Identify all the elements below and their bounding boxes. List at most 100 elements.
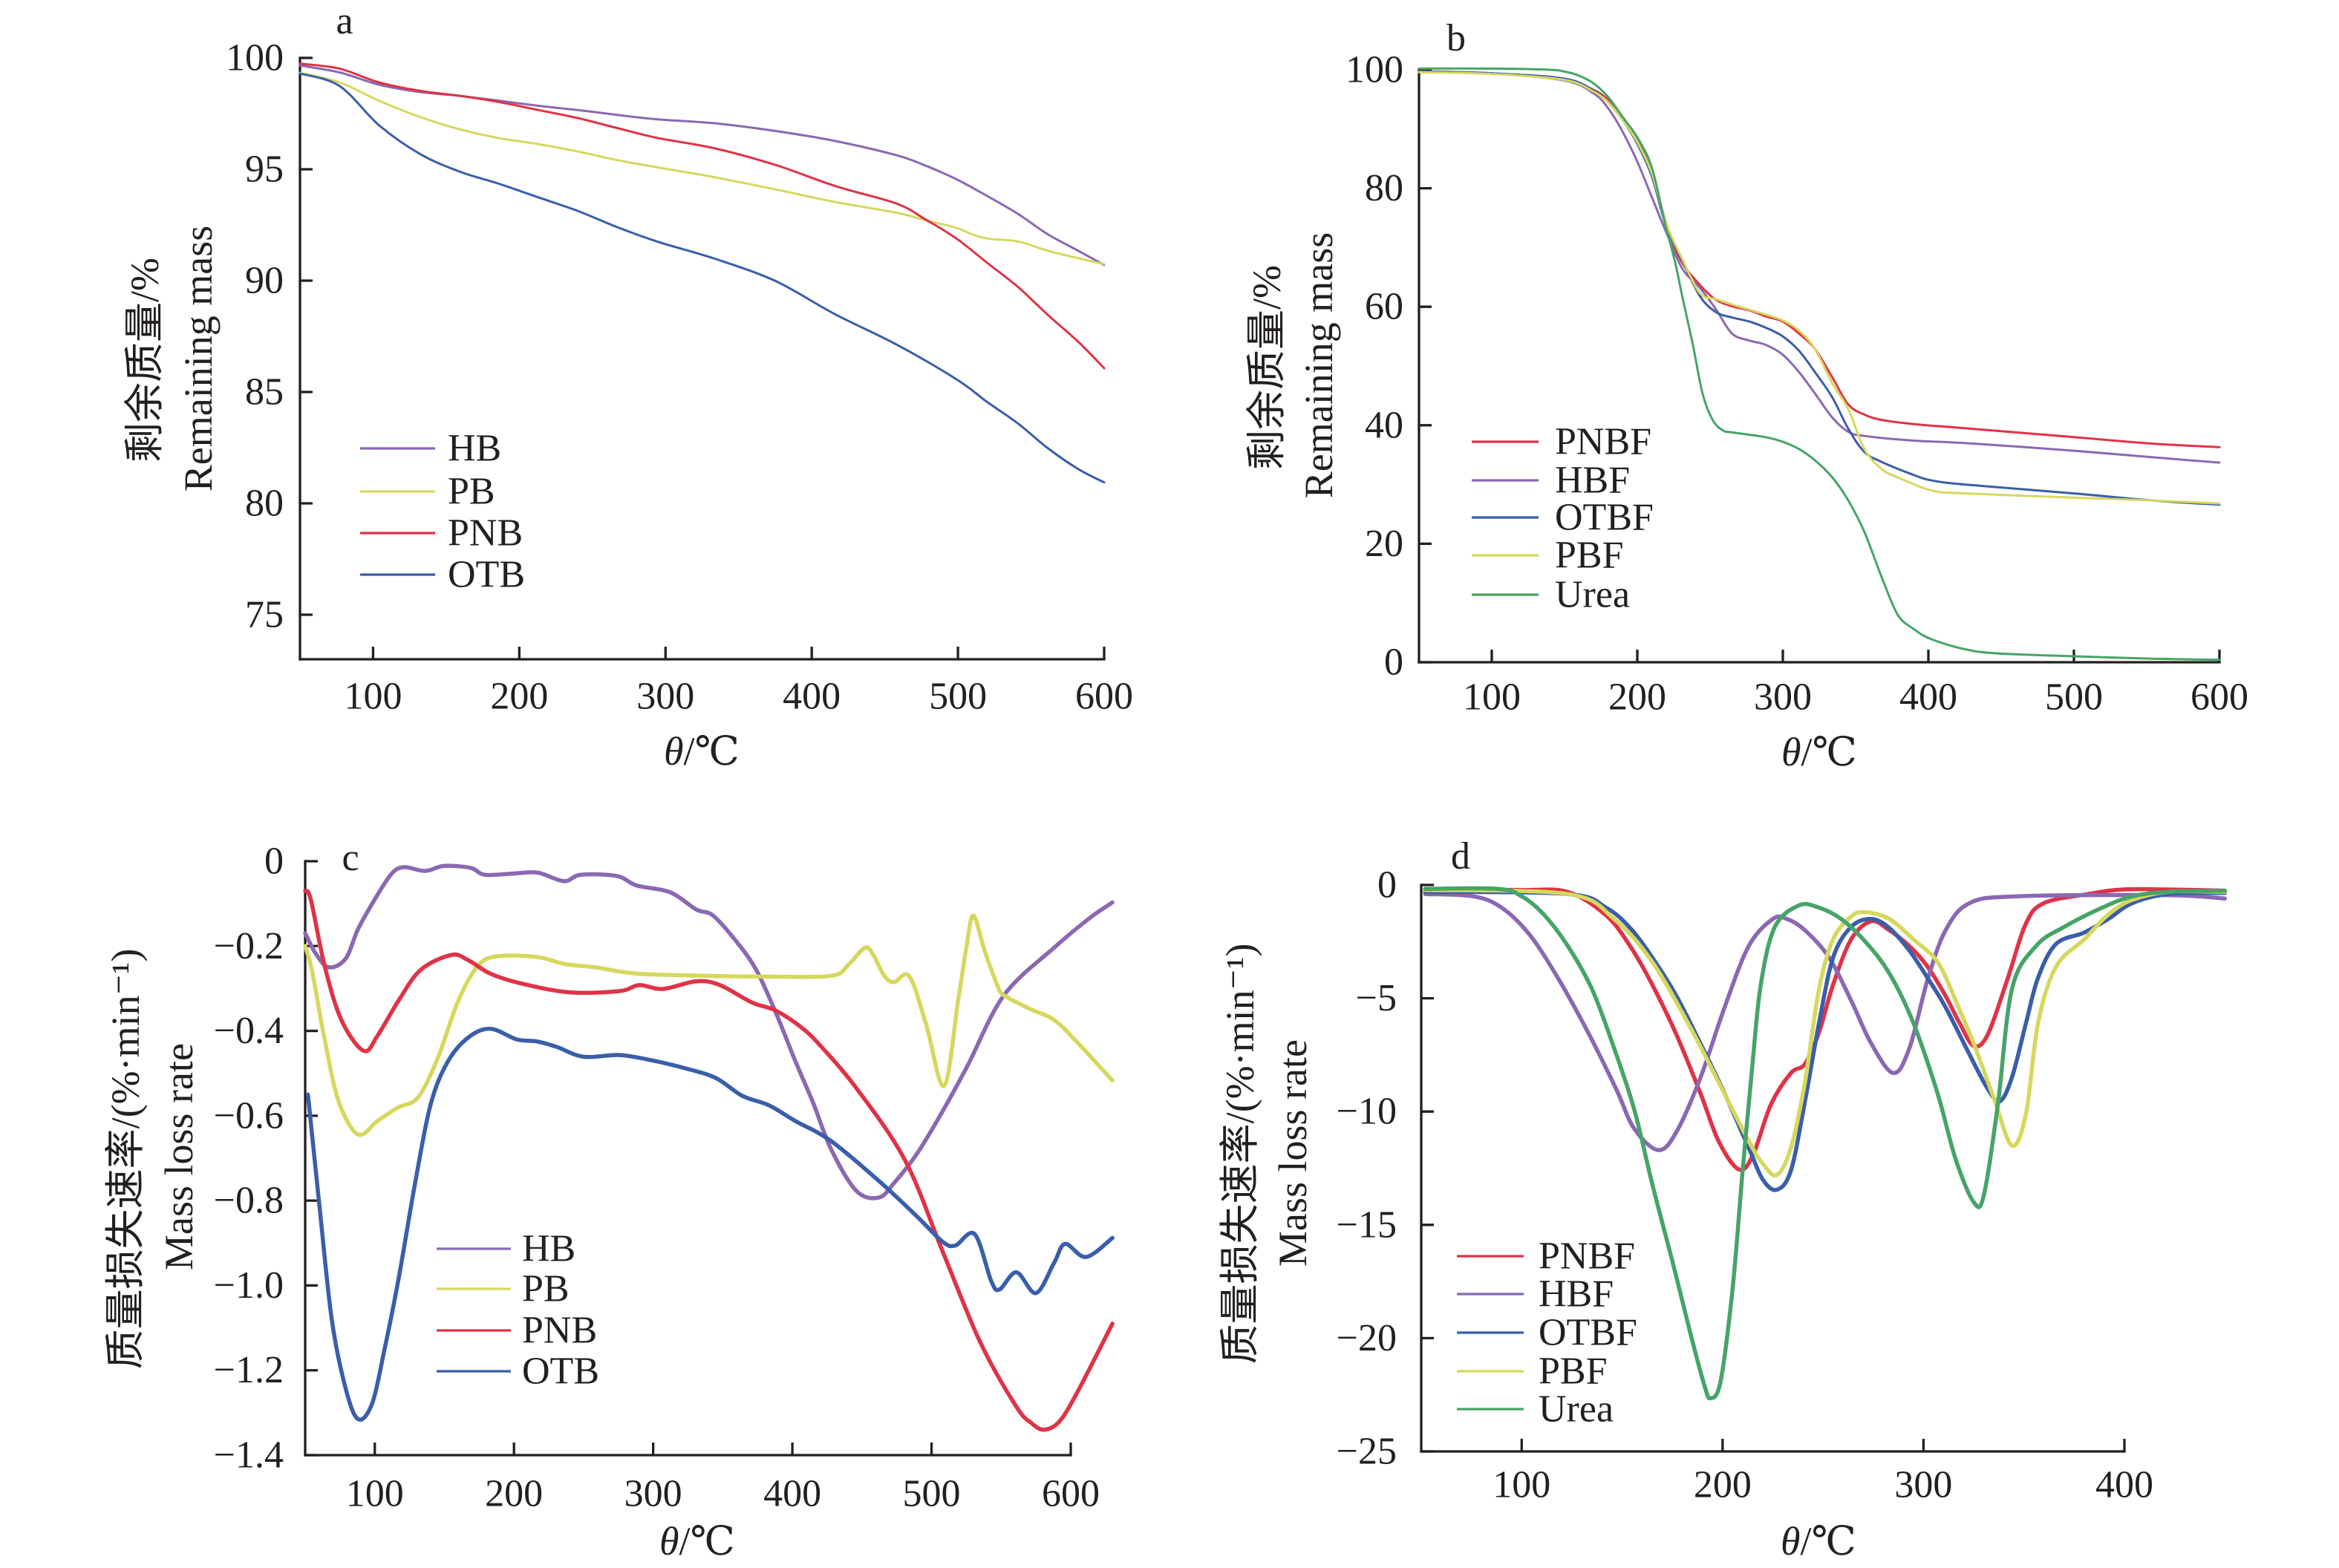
y-tick-label: 20 — [1365, 523, 1403, 565]
axes: 0 −5 −10 −15 −20 −25 100 200 300 400 — [1337, 864, 2153, 1506]
legend-item-urea: Urea — [1457, 1388, 1614, 1431]
series-lines — [1423, 886, 2228, 1401]
x-tick-label: 600 — [2190, 676, 2248, 719]
legend-label: PNBF — [1555, 421, 1651, 463]
series-line-urea — [1418, 67, 2221, 662]
legend-item-pnb: PNB — [437, 1310, 597, 1352]
y-tick-label: −1.0 — [214, 1264, 284, 1307]
y-tick-label: 0 — [264, 840, 284, 883]
axes: 75 80 85 90 95 100 100 200 300 400 500 600 — [226, 37, 1133, 718]
y-tick-label: 90 — [245, 260, 284, 302]
legend-item-pnbf: PNBF — [1457, 1235, 1635, 1278]
x-tick-label: 300 — [636, 676, 694, 718]
legend-label: OTBF — [1555, 497, 1654, 539]
y-tick-label: −10 — [1337, 1091, 1397, 1133]
axes: 0 20 40 60 80 100 100 200 300 400 500 600 — [1345, 49, 2248, 719]
x-tick-label: 300 — [1754, 676, 1812, 719]
legend-label: Urea — [1555, 574, 1630, 616]
y-tick-label: 100 — [226, 37, 284, 79]
panel-d-dtg-fertilizers: 0 −5 −10 −15 −20 −25 100 200 300 400 PNBFHBFOTBFPB… — [1218, 835, 2228, 1564]
legend-item-hb: HB — [437, 1228, 575, 1270]
series-line-pbf — [1423, 887, 2228, 1178]
y-axis-title-en: Remaining mass — [1296, 232, 1341, 498]
x-tick-label: 500 — [903, 1473, 961, 1515]
x-axis-unit: /℃ — [1801, 730, 1857, 774]
x-axis-title: θ/℃ — [664, 729, 740, 774]
legend-item-pb: PB — [437, 1268, 570, 1310]
x-tick-label: 200 — [1694, 1464, 1752, 1506]
legend-label: PB — [448, 471, 495, 513]
x-axis-variable: θ — [659, 1519, 679, 1564]
x-tick-label: 200 — [485, 1473, 543, 1515]
x-axis-variable: θ — [1781, 730, 1801, 774]
y-tick-label: −5 — [1356, 977, 1397, 1019]
legend-item-otb: OTB — [437, 1350, 599, 1393]
y-tick-label: 85 — [245, 371, 284, 414]
series-line-otb — [305, 1026, 1115, 1422]
y-tick-label: −0.8 — [214, 1180, 284, 1222]
series-lines — [1418, 67, 2221, 662]
y-axis-title-cn: 质量损失速率/(%·min⁻¹) — [1218, 944, 1262, 1365]
legend-label: PNBF — [1539, 1235, 1635, 1278]
x-tick-label: 100 — [346, 1473, 404, 1515]
y-tick-label: −0.2 — [214, 925, 284, 967]
x-axis-unit: /℃ — [679, 1519, 735, 1564]
legend-item-hbf: HBF — [1457, 1273, 1614, 1316]
y-tick-label: 95 — [245, 148, 284, 191]
legend-label: HB — [448, 428, 501, 470]
legend-label: OTB — [522, 1350, 599, 1393]
series-line-pnbf — [1423, 886, 2228, 1172]
legend-label: PB — [522, 1268, 570, 1310]
legend-item-pnbf: PNBF — [1472, 421, 1651, 463]
legend-label: Urea — [1539, 1388, 1614, 1431]
x-axis-title: θ/℃ — [1781, 730, 1857, 774]
panel-label: c — [342, 837, 359, 879]
legend-item-otb: OTB — [360, 554, 525, 596]
legend-label: PBF — [1539, 1350, 1608, 1393]
x-tick-label: 400 — [783, 676, 841, 718]
axes: 0 −0.2 −0.4 −0.6 −0.8 −1.0 −1.2 −1.4 100 200 300 40… — [214, 840, 1100, 1515]
y-tick-label: 60 — [1365, 286, 1403, 328]
x-tick-label: 600 — [1075, 676, 1133, 718]
legend-label: HBF — [1539, 1273, 1614, 1316]
y-axis-title-cn: 剩余质量/% — [123, 258, 167, 463]
y-axis-title-en: Mass loss rate — [1270, 1039, 1315, 1267]
x-tick-label: 100 — [344, 676, 402, 718]
y-axis-title-cn: 质量损失速率/(%·min⁻¹) — [103, 949, 148, 1370]
legend-item-otbf: OTBF — [1457, 1312, 1637, 1354]
x-tick-label: 100 — [1463, 676, 1521, 719]
legend-item-hbf: HBF — [1472, 460, 1630, 502]
series-line-urea — [1423, 886, 2228, 1401]
y-tick-label: 0 — [1377, 864, 1397, 906]
y-tick-label: −15 — [1337, 1203, 1397, 1246]
y-tick-label: 80 — [1365, 167, 1403, 209]
legend-item-pb: PB — [360, 471, 495, 513]
x-tick-label: 400 — [763, 1473, 821, 1515]
x-tick-label: 600 — [1042, 1473, 1100, 1515]
y-axis-title-cn: 剩余质量/% — [1244, 265, 1289, 470]
panel-label: b — [1446, 17, 1466, 59]
y-tick-label: 0 — [1384, 641, 1403, 684]
legend-label: PNB — [522, 1310, 597, 1352]
y-tick-label: 40 — [1365, 404, 1403, 446]
y-tick-label: 100 — [1345, 49, 1403, 91]
legend-label: OTBF — [1539, 1312, 1637, 1354]
series-line-otbf — [1423, 889, 2228, 1192]
x-tick-label: 300 — [1894, 1464, 1952, 1506]
x-tick-label: 400 — [1899, 676, 1957, 719]
x-tick-label: 100 — [1493, 1464, 1550, 1506]
x-tick-label: 200 — [1608, 676, 1666, 719]
legend-item-hb: HB — [360, 428, 501, 470]
y-tick-label: −1.2 — [214, 1349, 284, 1391]
y-tick-label: −0.4 — [214, 1010, 284, 1052]
y-axis-title-en: Remaining mass — [176, 226, 221, 491]
series-line-pnb — [303, 889, 1115, 1432]
y-tick-label: −25 — [1337, 1431, 1397, 1473]
x-axis-title: θ/℃ — [659, 1519, 735, 1564]
x-tick-label: 400 — [2095, 1464, 2153, 1506]
x-axis-unit: /℃ — [684, 729, 740, 774]
series-lines — [299, 62, 1106, 484]
